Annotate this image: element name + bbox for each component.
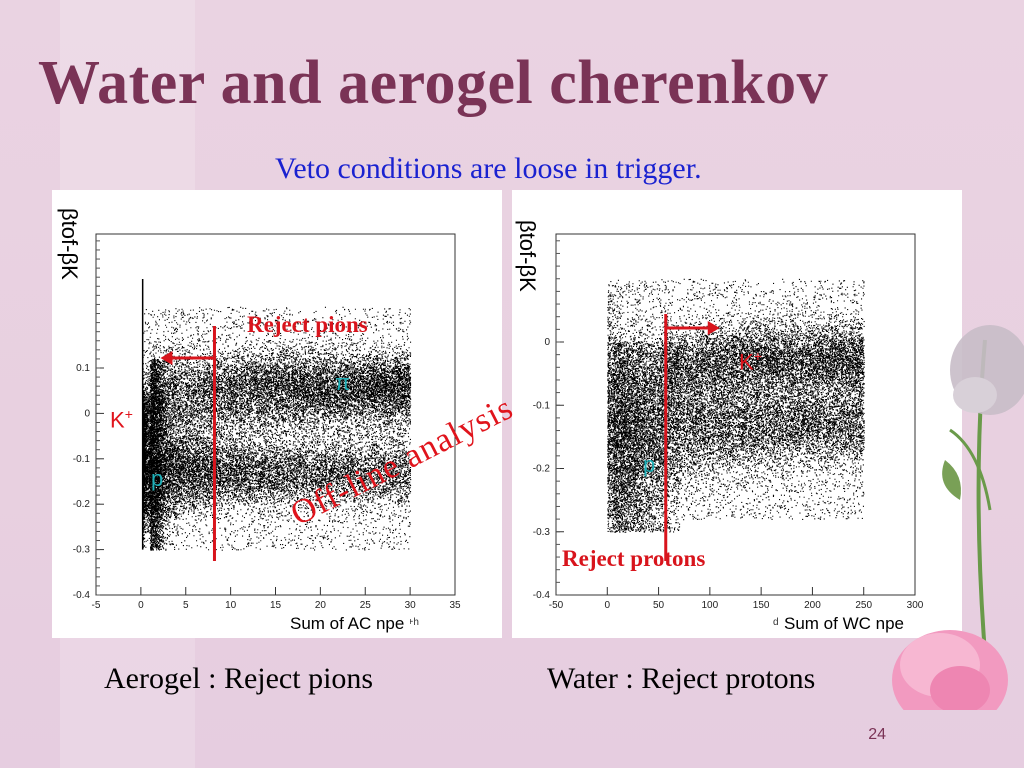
y-tick-label: -0.3 xyxy=(533,527,551,538)
aerogel-pion-label: π xyxy=(335,370,351,395)
y-tick-label: -0.3 xyxy=(73,545,91,556)
x-tick-label: 300 xyxy=(907,600,924,611)
x-tick-label: 200 xyxy=(804,600,821,611)
y-tick-label: -0.1 xyxy=(533,400,551,411)
aerogel-caption: Aerogel : Reject pions xyxy=(104,662,374,695)
cut-arrow-head xyxy=(707,321,720,335)
x-tick-label: 25 xyxy=(360,600,372,611)
x-tick-label: 5 xyxy=(183,600,189,611)
y-tick-label: -0.1 xyxy=(73,454,91,465)
aerogel-x-axis-label: Sum of AC npe xyxy=(284,612,411,636)
x-tick-label: 250 xyxy=(855,600,872,611)
x-tick-label: 0 xyxy=(138,600,144,611)
water-x-axis-label: Sum of WC npe xyxy=(778,612,910,636)
slide-title: Water and aerogel cherenkov xyxy=(38,49,829,117)
plot-frame xyxy=(95,233,456,596)
x-tick-label: 35 xyxy=(449,600,461,611)
x-tick-label: 50 xyxy=(653,600,665,611)
y-tick-label: -0.4 xyxy=(533,590,551,601)
y-tick-label: -0.2 xyxy=(533,464,551,475)
page-number: 24 xyxy=(868,726,886,743)
scatter-points xyxy=(142,306,412,551)
y-tick-label: 0 xyxy=(544,337,550,348)
plot-frame xyxy=(555,233,916,596)
x-tick-label: 10 xyxy=(225,600,237,611)
water-scatter-panel: -0.4-0.3-0.2-0.10-50050100150200250300db… xyxy=(512,190,962,638)
scatter-dot-cloud xyxy=(607,278,865,533)
water-caption: Water : Reject protons xyxy=(547,662,816,695)
water-kaon-label: K+ xyxy=(739,348,762,375)
water-proton-label: p xyxy=(643,452,656,477)
y-tick-label: 0.1 xyxy=(76,363,90,374)
reject-protons-label: Reject protons xyxy=(562,546,706,571)
aerogel-scatter-panel: -0.4-0.3-0.2-0.100.1-505101520253035dbet… xyxy=(52,190,502,638)
x-tick-label: -5 xyxy=(92,600,101,611)
y-tick-label: -0.4 xyxy=(73,590,91,601)
aerogel-y-axis-label: βtof-βK xyxy=(57,208,82,280)
scatter-dot-cloud xyxy=(142,306,412,551)
x-tick-label: 0 xyxy=(605,600,611,611)
water-y-axis-label: βtof-βK xyxy=(515,220,540,292)
x-tick-label: 100 xyxy=(702,600,719,611)
x-tick-label: 150 xyxy=(753,600,770,611)
x-tick-label: 30 xyxy=(405,600,417,611)
x-tick-label: 20 xyxy=(315,600,327,611)
x-tick-label: -50 xyxy=(549,600,564,611)
y-tick-label: -0.2 xyxy=(73,499,91,510)
carnation-decoration xyxy=(892,325,1024,710)
y-tick-label: 0 xyxy=(84,408,90,419)
x-tick-label: 15 xyxy=(270,600,282,611)
aerogel-kaon-label: K+ xyxy=(110,406,133,433)
reject-pions-label: Reject pions xyxy=(247,312,368,337)
scatter-points xyxy=(607,278,865,533)
cut-arrow-head xyxy=(160,351,173,365)
aerogel-proton-label: p xyxy=(151,466,164,491)
slide-subtitle: Veto conditions are loose in trigger. xyxy=(275,152,702,185)
